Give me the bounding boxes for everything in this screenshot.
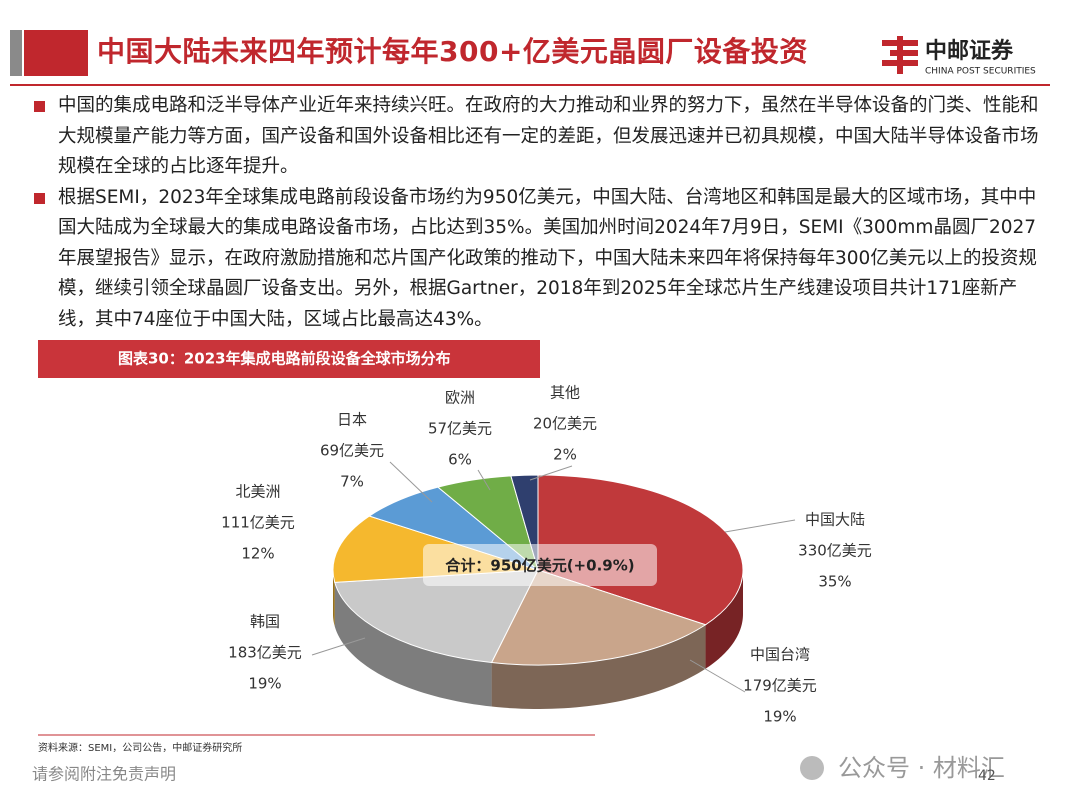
percent-label: 6% — [448, 451, 472, 469]
disclaimer: 请参阅附注免责声明 — [32, 765, 176, 784]
slice-label: 中国大陆 — [805, 511, 865, 529]
slice-label: 日本 — [337, 411, 367, 429]
leader-line — [389, 461, 433, 503]
pie-slice — [334, 569, 539, 664]
pie-side — [333, 570, 335, 627]
percent-label: 2% — [553, 446, 577, 464]
pie-side — [705, 570, 743, 669]
bullet-list: 中国的集成电路和泛半导体产业近年来持续兴旺。在政府的大力推动和业界的努力下，虽然… — [30, 91, 1050, 335]
chart-title: 图表30：2023年集成电路前段设备全球市场分布 — [118, 350, 451, 368]
value-label: 330亿美元 — [798, 542, 872, 560]
slice-label: 北美洲 — [235, 483, 280, 501]
slice-label: 欧洲 — [445, 389, 475, 407]
chart-title-bar — [38, 340, 540, 378]
leader-line — [724, 519, 796, 533]
bullet: 中国的集成电路和泛半导体产业近年来持续兴旺。在政府的大力推动和业界的努力下，虽然… — [30, 91, 1050, 183]
slice-label: 韩国 — [250, 613, 280, 631]
percent-label: 12% — [241, 545, 274, 563]
leader-line — [689, 659, 746, 693]
value-label: 20亿美元 — [533, 415, 597, 433]
page-number: 42 — [978, 768, 996, 784]
pie-slice — [490, 569, 707, 666]
slice-label: 其他 — [550, 384, 580, 402]
total-label: 合计：950亿美元(+0.9%) — [444, 557, 634, 575]
value-label: 69亿美元 — [320, 442, 384, 460]
leader-line — [477, 469, 491, 491]
percent-label: 19% — [763, 708, 796, 726]
watermark-icon — [800, 756, 824, 780]
accent-block — [24, 30, 88, 76]
value-label: 111亿美元 — [221, 514, 295, 532]
pie-side — [334, 582, 492, 707]
logo-mark — [890, 50, 918, 56]
logo-mark — [897, 36, 903, 74]
logo: 中邮证券 CHINA POST SECURITIES — [882, 36, 1036, 77]
pie-side — [491, 624, 706, 709]
value-label: 179亿美元 — [743, 677, 817, 695]
total-box — [423, 544, 657, 586]
value-label: 183亿美元 — [228, 644, 302, 662]
bullet: 根据SEMI，2023年全球集成电路前段设备市场约为950亿美元，中国大陆、台湾… — [30, 183, 1050, 336]
percent-label: 7% — [340, 473, 364, 491]
pie: 中国大陆 330亿美元 35% 中国台湾 179亿美元 19% 韩国 183亿美元 19% 北美洲… — [221, 384, 872, 726]
watermark: 公众号 · 材料汇 — [838, 754, 1005, 782]
percent-label: 19% — [248, 675, 281, 693]
logo-text: 中邮证券 — [925, 38, 1014, 64]
accent-bar — [10, 30, 22, 76]
source: 资料来源：SEMI，公司公告，中邮证券研究所 — [38, 741, 242, 754]
slice-label: 中国台湾 — [750, 646, 810, 664]
value-label: 57亿美元 — [428, 420, 492, 438]
leader-line — [311, 637, 366, 656]
leader-line — [529, 465, 573, 481]
header-rule — [10, 84, 1050, 86]
percent-label: 35% — [818, 573, 851, 591]
page-title: 中国大陆未来四年预计每年300+亿美元晶圆厂设备投资 — [97, 35, 808, 68]
logo-subtext: CHINA POST SECURITIES — [925, 67, 1036, 77]
